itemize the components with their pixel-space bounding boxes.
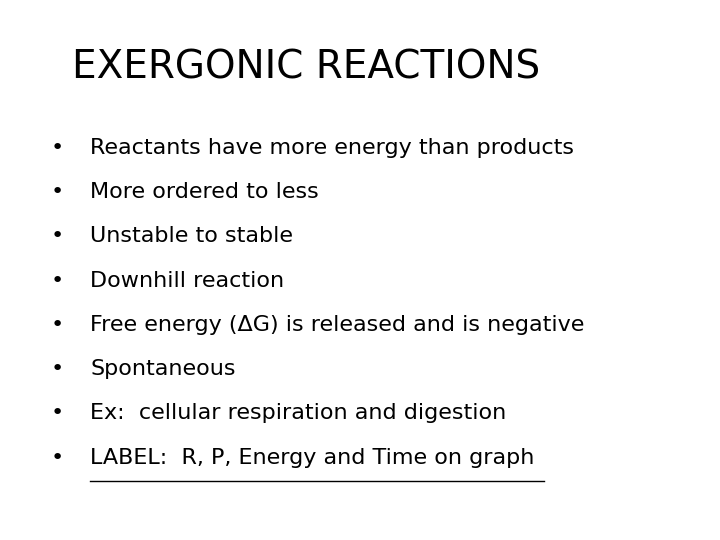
Text: •: •: [50, 359, 63, 379]
Text: LABEL:  R, P, Energy and Time on graph: LABEL: R, P, Energy and Time on graph: [90, 448, 534, 468]
Text: Downhill reaction: Downhill reaction: [90, 271, 284, 291]
Text: •: •: [50, 448, 63, 468]
Text: •: •: [50, 226, 63, 246]
Text: •: •: [50, 182, 63, 202]
Text: Free energy (ΔG) is released and is negative: Free energy (ΔG) is released and is nega…: [90, 315, 585, 335]
Text: Ex:  cellular respiration and digestion: Ex: cellular respiration and digestion: [90, 403, 506, 423]
Text: Reactants have more energy than products: Reactants have more energy than products: [90, 138, 574, 158]
Text: Spontaneous: Spontaneous: [90, 359, 235, 379]
Text: •: •: [50, 271, 63, 291]
Text: •: •: [50, 138, 63, 158]
Text: More ordered to less: More ordered to less: [90, 182, 319, 202]
Text: •: •: [50, 403, 63, 423]
Text: •: •: [50, 315, 63, 335]
Text: Unstable to stable: Unstable to stable: [90, 226, 293, 246]
Text: EXERGONIC REACTIONS: EXERGONIC REACTIONS: [72, 49, 540, 86]
